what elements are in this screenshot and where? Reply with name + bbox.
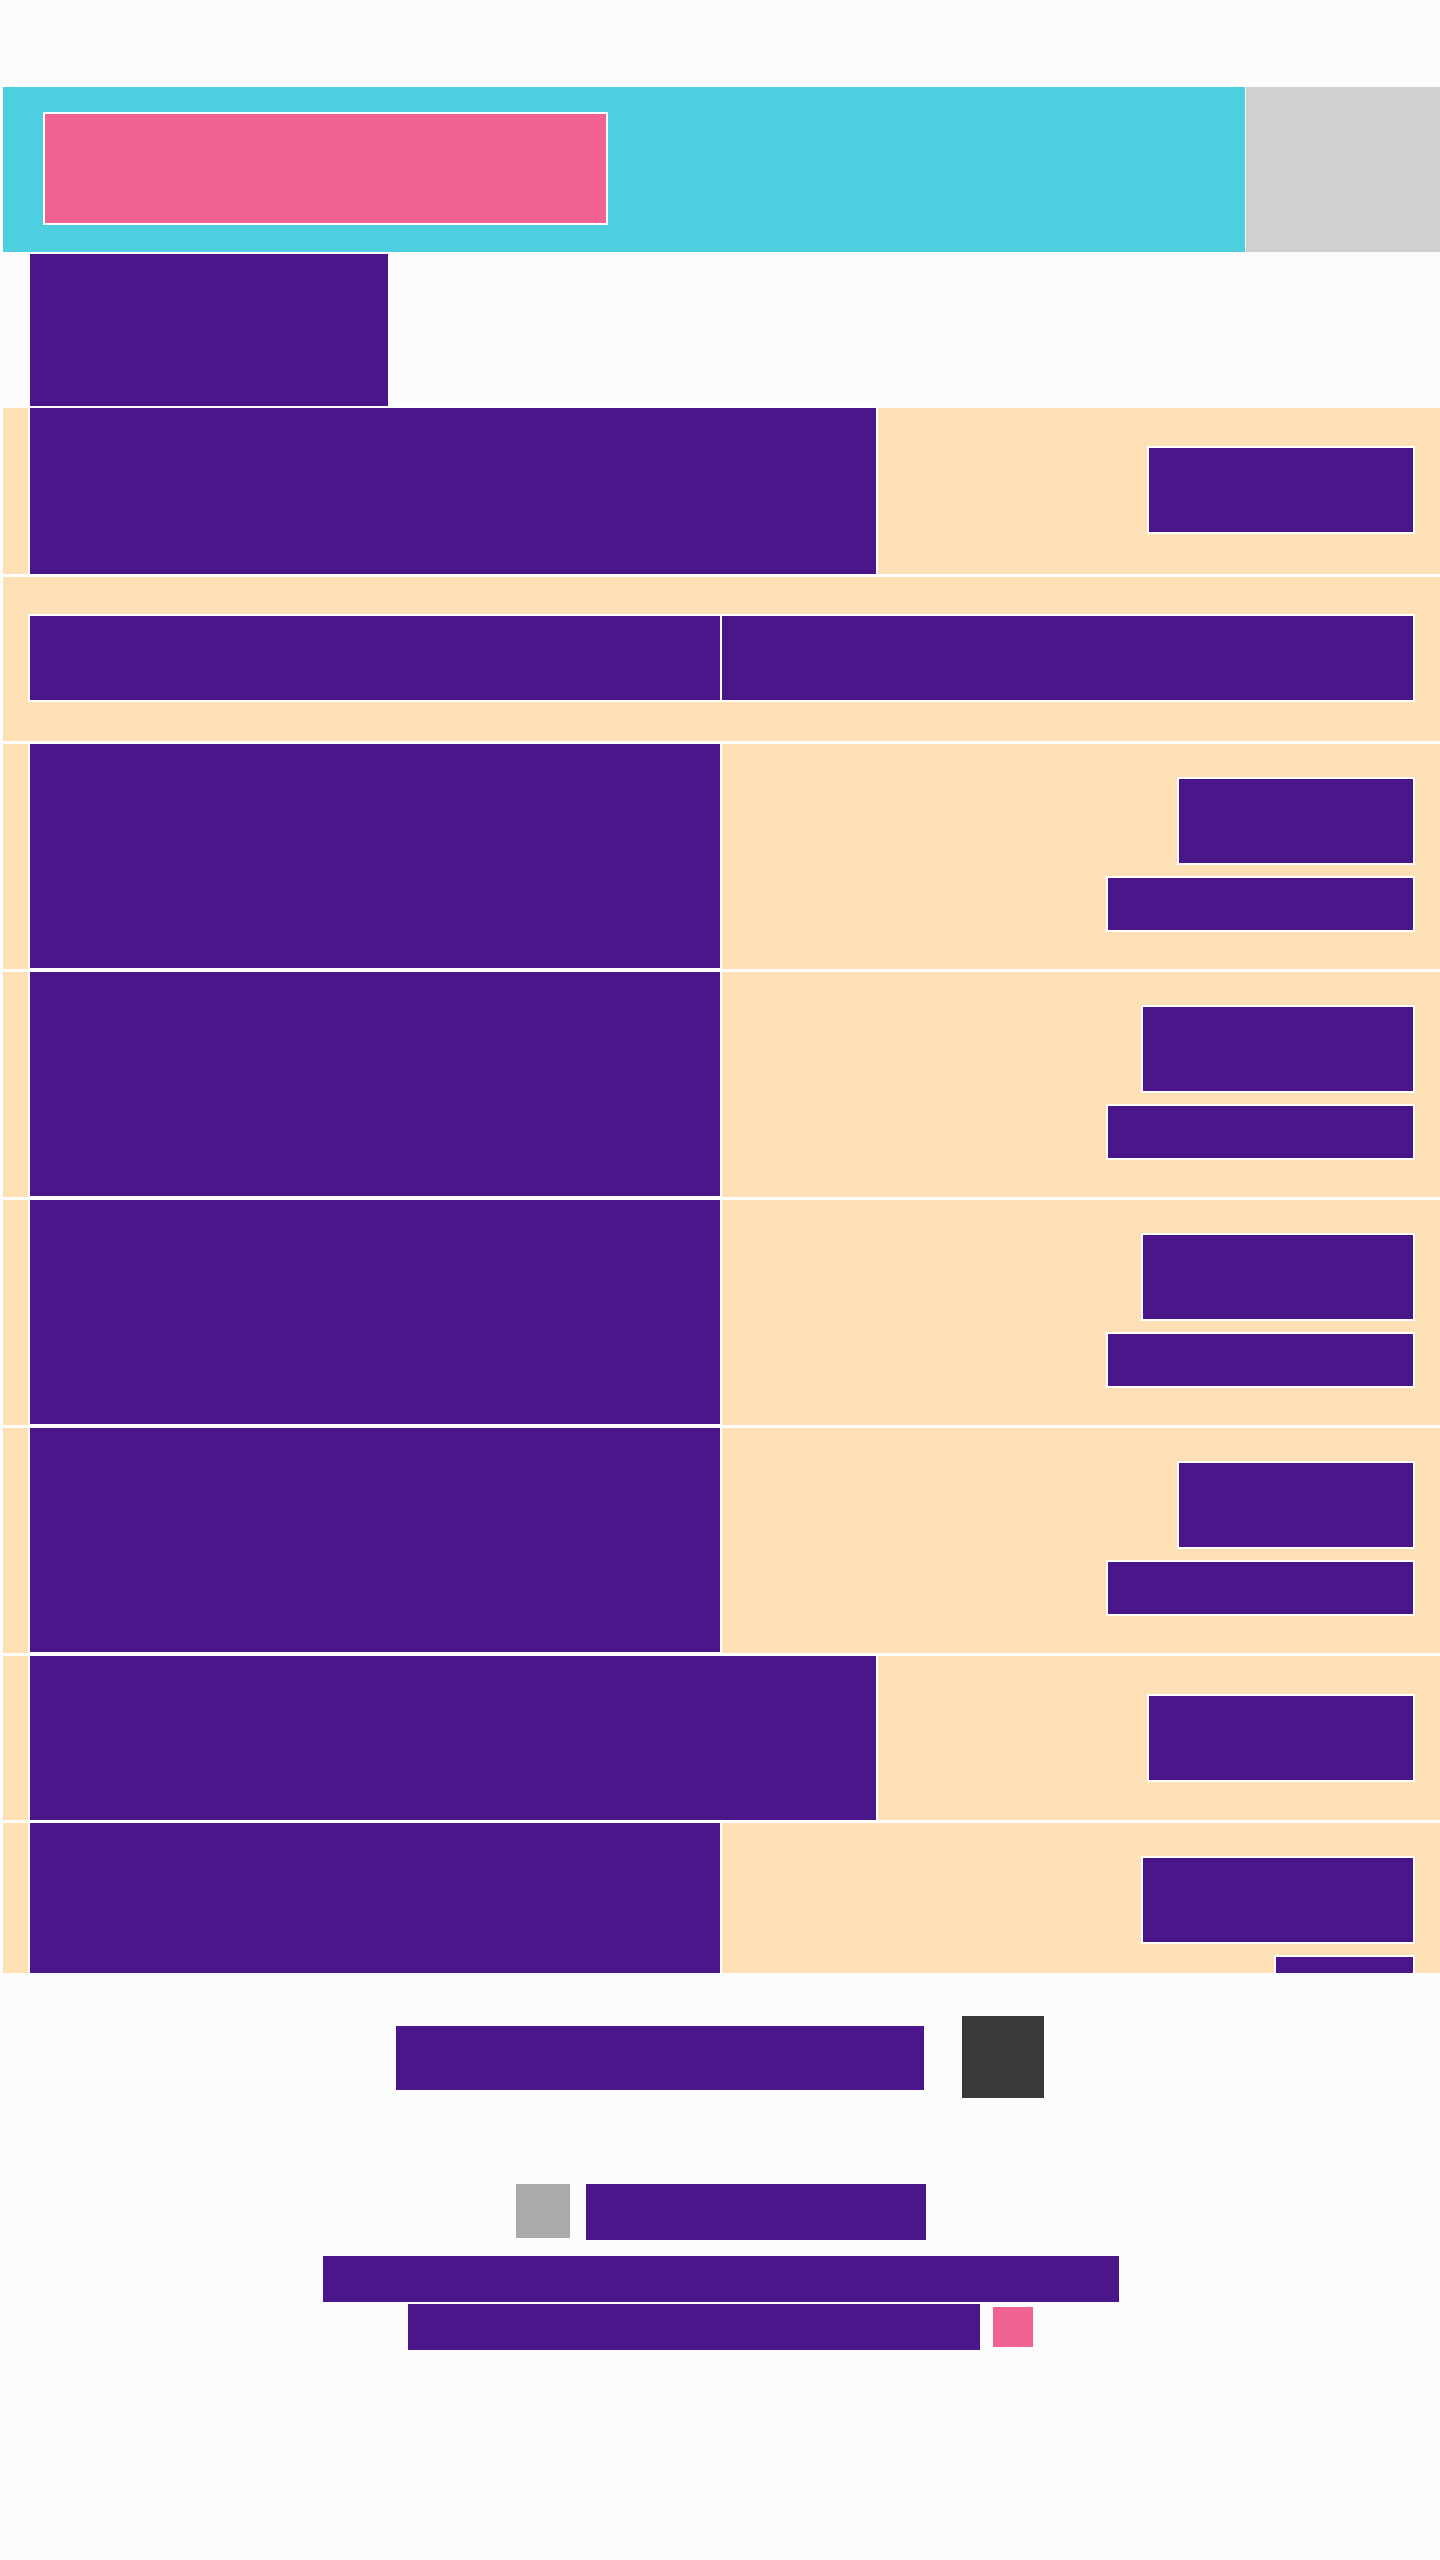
list-item-label xyxy=(28,742,722,970)
footer-link[interactable] xyxy=(323,2256,1119,2302)
column-header-left xyxy=(28,614,722,702)
list-item-value xyxy=(1177,777,1415,865)
list-item-value xyxy=(1141,1005,1415,1093)
column-header-right xyxy=(720,614,1415,702)
list-item-sub xyxy=(1106,1104,1415,1160)
list-item-sub xyxy=(1106,876,1415,932)
list-item-sub xyxy=(1106,1560,1415,1616)
list-item-label xyxy=(28,1654,878,1822)
list-item-sub xyxy=(1106,1332,1415,1388)
list-item[interactable] xyxy=(3,1823,1440,1973)
list-item-value xyxy=(1147,1694,1415,1782)
section-title xyxy=(28,252,390,408)
corner-button[interactable] xyxy=(1246,87,1440,252)
site-logo[interactable] xyxy=(43,112,608,225)
list-item-value xyxy=(1147,446,1415,534)
list-item-value xyxy=(1141,1233,1415,1321)
footer-icon xyxy=(516,2184,570,2238)
footer-badge-icon xyxy=(993,2307,1033,2347)
list-item-value xyxy=(1141,1856,1415,1944)
footer-link[interactable] xyxy=(586,2184,926,2240)
list-item-value xyxy=(1177,1461,1415,1549)
list-item-label xyxy=(28,1426,722,1654)
list-item-label xyxy=(28,406,878,576)
list-item-label xyxy=(28,1198,722,1426)
list-item-label xyxy=(28,1823,722,1973)
list-item-label xyxy=(28,970,722,1198)
scroll-top-button[interactable] xyxy=(962,2016,1044,2098)
load-more-button[interactable] xyxy=(396,2026,924,2090)
list-item-sub xyxy=(1274,1955,1415,1973)
footer-link[interactable] xyxy=(408,2304,980,2350)
